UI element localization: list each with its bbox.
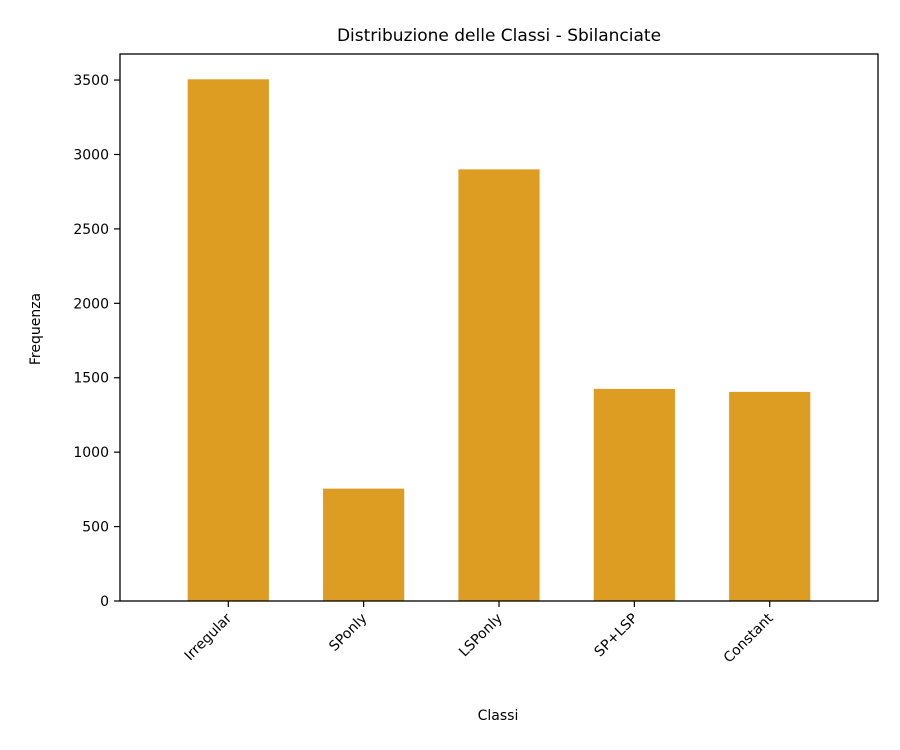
y-tick-label: 2000: [73, 296, 109, 312]
y-tick-label: 2500: [73, 222, 109, 238]
x-axis: Irregular SPonly LSPonly SP+LSP Constant: [182, 601, 777, 666]
x-tick-label: LSPonly: [456, 611, 506, 661]
x-tick-label: SP+LSP: [592, 611, 642, 661]
y-tick-label: 3000: [73, 147, 109, 163]
x-tick-label: Irregular: [182, 610, 236, 664]
x-axis-label: Classi: [478, 708, 519, 724]
x-tick-label: Constant: [721, 610, 777, 666]
bar-lsponly: [458, 169, 540, 601]
y-tick-label: 1500: [73, 371, 109, 387]
y-axis-label: Frequenza: [28, 293, 44, 365]
bar-constant: [729, 391, 811, 601]
bar-sp-lsp: [593, 388, 675, 601]
y-axis: 0 500 1000 1500 2000 2500 3000 3500: [73, 73, 120, 610]
x-tick-label: SPonly: [326, 611, 370, 655]
y-tick-label: 3500: [73, 73, 109, 89]
y-tick-label: 1000: [73, 445, 109, 461]
chart-title: Distribuzione delle Classi - Sbilanciate: [337, 26, 661, 46]
y-tick-label: 0: [100, 594, 109, 610]
bar-irregular: [187, 79, 269, 601]
plot-frame: [119, 53, 879, 602]
bars-group: [187, 79, 811, 601]
y-tick-label: 500: [82, 520, 109, 536]
bar-sponly: [323, 488, 405, 601]
